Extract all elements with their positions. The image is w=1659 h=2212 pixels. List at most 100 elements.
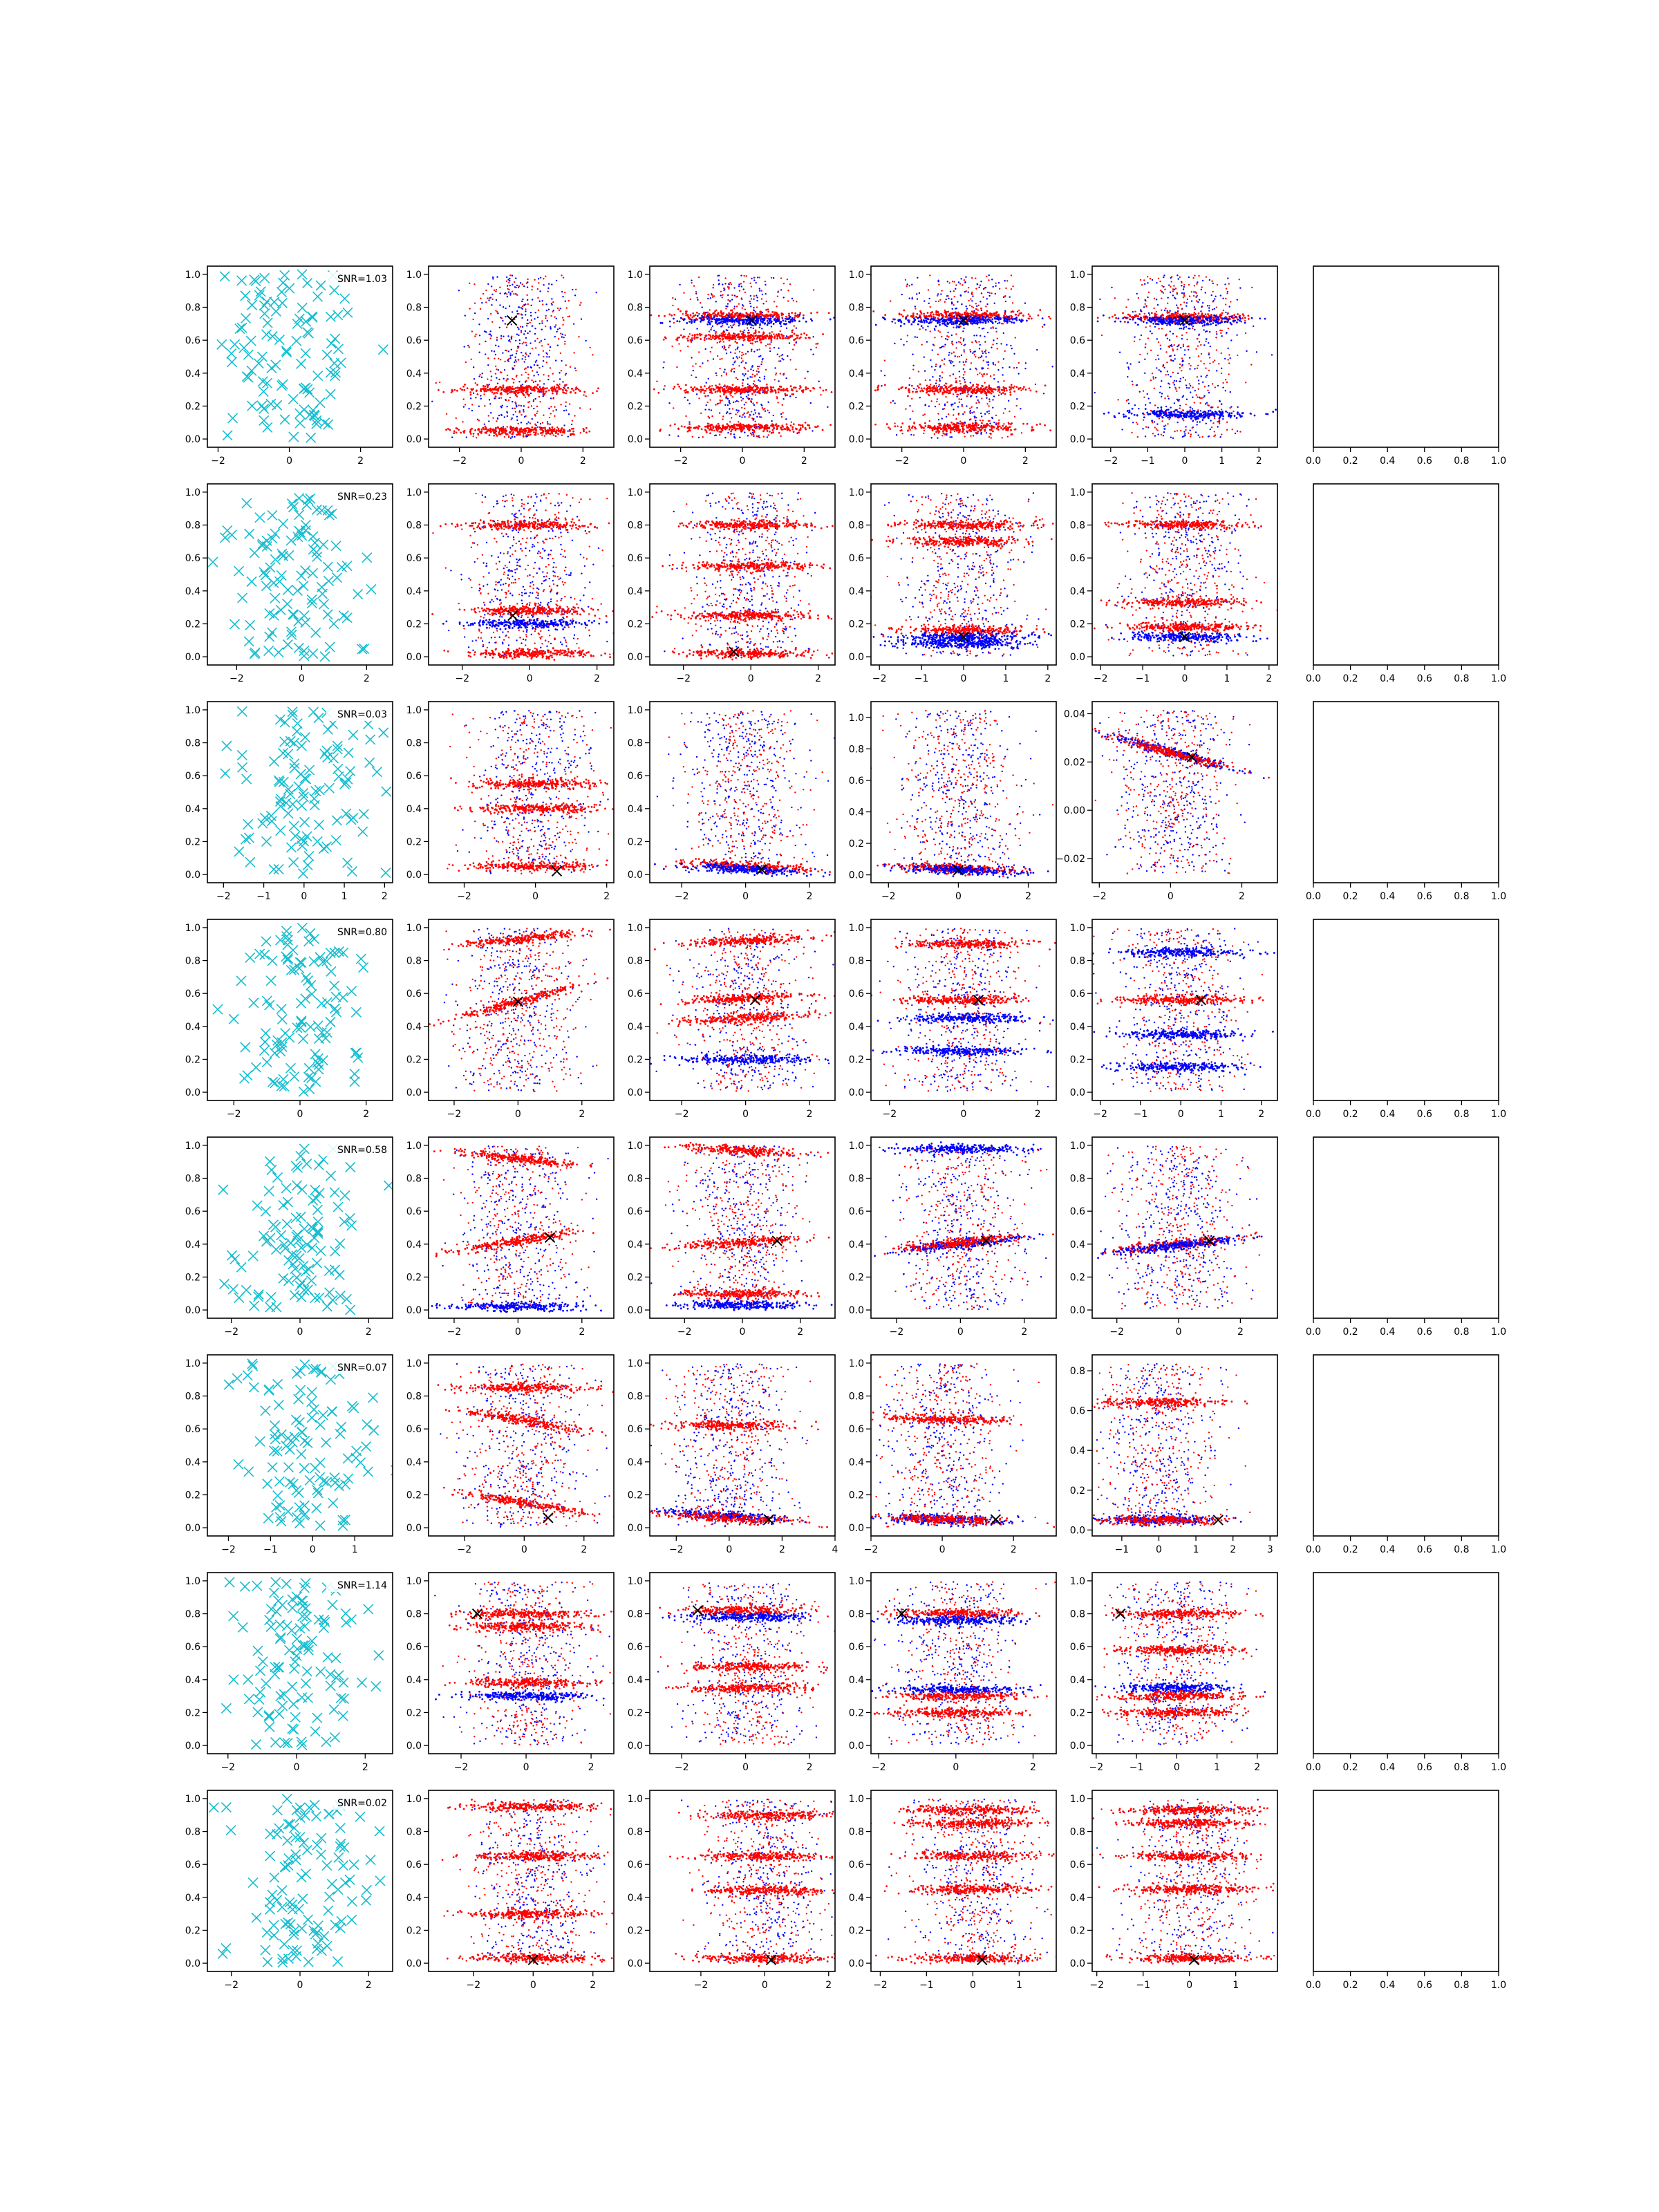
scatter-point [747, 377, 749, 379]
band-point [943, 424, 946, 427]
band-point [951, 388, 953, 391]
marker-point [272, 400, 283, 411]
band-point [673, 386, 676, 388]
scatter-point [777, 290, 780, 292]
scatter-point [722, 325, 724, 327]
scatter-point [982, 367, 984, 369]
scatter-point [514, 361, 516, 364]
scatter-point [964, 281, 966, 283]
band-point [950, 384, 953, 386]
scatter-point [975, 356, 977, 358]
scatter-point [762, 435, 765, 438]
scatter-point [514, 402, 517, 404]
scatter-point [964, 379, 966, 381]
scatter-point [753, 295, 756, 297]
center-marker [506, 315, 518, 326]
band-point [526, 434, 529, 436]
band-point [708, 319, 711, 321]
scatter-point [510, 418, 512, 421]
scatter-point [732, 324, 734, 326]
scatter-point [734, 333, 736, 335]
scatter-point [725, 412, 728, 415]
scatter-point [720, 375, 723, 377]
band-point [572, 389, 575, 392]
band-point [686, 310, 688, 312]
scatter-point [507, 399, 510, 402]
band-point [807, 337, 810, 339]
band-point [904, 387, 907, 390]
band-point [782, 313, 785, 316]
band-point [742, 315, 744, 318]
scatter-point [499, 286, 501, 288]
band-point [1007, 427, 1010, 429]
band-point [527, 385, 529, 388]
band-point [754, 340, 757, 343]
scatter-point [730, 283, 733, 285]
band-point [669, 424, 672, 427]
scatter-point [750, 298, 753, 300]
scatter-point [511, 274, 514, 276]
scatter-point [756, 306, 758, 308]
scatter-point [916, 293, 918, 295]
band-point [957, 314, 959, 317]
band-point [785, 315, 787, 318]
scatter-point [562, 296, 564, 298]
scatter-point [778, 380, 780, 382]
scatter-point [733, 294, 736, 297]
band-point [550, 387, 552, 390]
band-point [778, 388, 781, 391]
scatter-point [984, 335, 986, 337]
scatter-point [506, 374, 509, 377]
scatter-point [894, 322, 897, 324]
band-point [537, 391, 539, 393]
band-point [747, 424, 750, 427]
scatter-point [735, 413, 737, 415]
band-point [708, 386, 711, 389]
scatter-point [782, 398, 785, 400]
band-point [464, 384, 466, 386]
band-point [981, 388, 984, 391]
band-point [756, 386, 758, 388]
scatter-point [512, 368, 515, 370]
band-point [556, 384, 559, 386]
scatter-point [489, 371, 492, 373]
band-point [966, 385, 968, 388]
band-point [955, 423, 958, 426]
scatter-point [524, 381, 527, 383]
scatter-point [749, 282, 751, 285]
band-point [969, 320, 972, 323]
band-point [504, 427, 507, 430]
band-point [714, 391, 717, 393]
band-point [776, 425, 778, 428]
scatter-point [939, 299, 941, 301]
scatter-point [916, 298, 919, 300]
scatter-point [980, 355, 983, 357]
band-point [678, 385, 681, 388]
band-point [965, 424, 968, 427]
band-point [770, 334, 773, 337]
scatter-point [990, 437, 992, 439]
band-point [874, 423, 877, 426]
scatter-point [792, 299, 795, 302]
scatter-point [567, 435, 569, 438]
band-point [547, 431, 550, 433]
band-point [706, 315, 709, 317]
scatter-point [956, 355, 959, 358]
scatter-point [747, 411, 749, 413]
band-point [754, 427, 757, 430]
scatter-point [575, 369, 577, 372]
band-point [1010, 310, 1013, 313]
band-point [696, 388, 699, 391]
scatter-point [710, 409, 713, 411]
scatter-point [987, 361, 990, 363]
band-point [976, 388, 978, 391]
band-point [969, 427, 972, 429]
band-point [729, 319, 731, 321]
band-point [986, 388, 988, 391]
scatter-point [458, 290, 460, 292]
band-point [514, 387, 517, 389]
band-point [691, 337, 693, 339]
scatter-point [1000, 343, 1002, 345]
scatter-point [469, 282, 471, 285]
scatter-point [487, 357, 489, 359]
